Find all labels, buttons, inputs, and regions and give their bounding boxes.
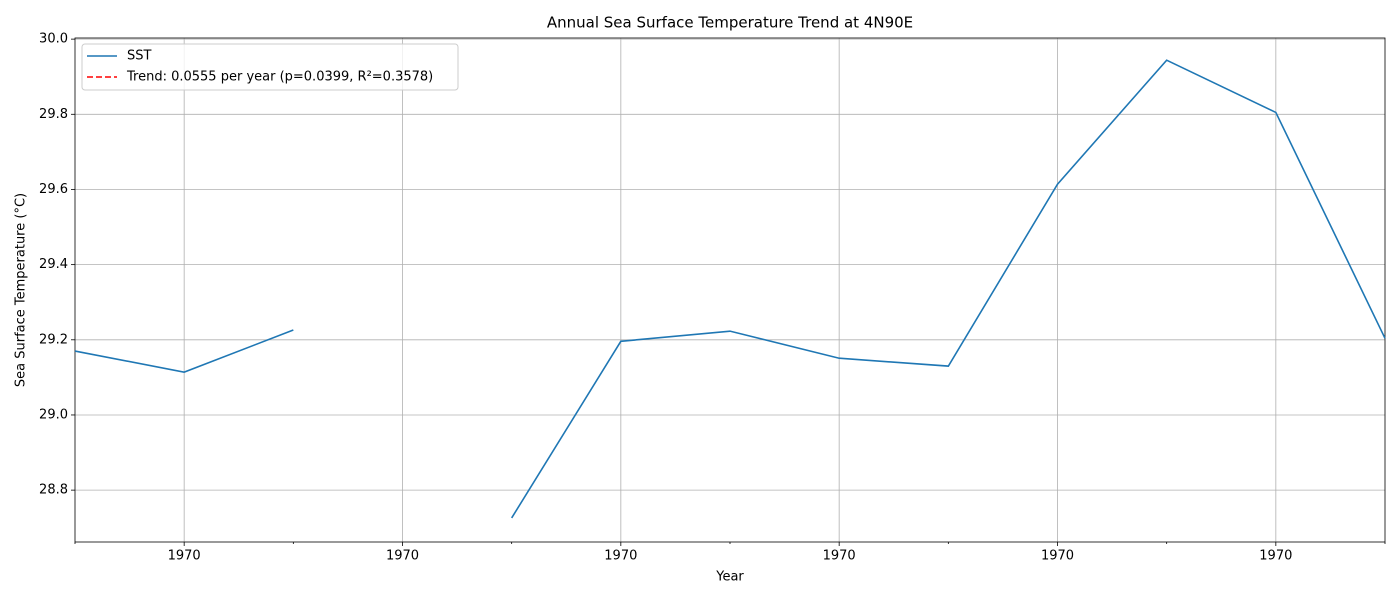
y-tick-label: 29.4: [39, 257, 68, 272]
legend-label: SST: [127, 49, 152, 64]
plot-frame: [74, 37, 1386, 543]
legend-box: [81, 43, 459, 91]
series-line: [74, 329, 294, 373]
legend-label: Trend: 0.0555 per year (p=0.0399, R²=0.3…: [126, 70, 433, 85]
y-tick-label: 29.2: [39, 332, 68, 347]
x-tick-label: 1970: [823, 549, 856, 564]
x-axis-label: Year: [715, 570, 744, 585]
chart-title: Annual Sea Surface Temperature Trend at …: [547, 14, 913, 32]
series-line: [510, 59, 1386, 519]
y-tick-label: 29.6: [39, 182, 68, 197]
y-tick-label: 29.0: [39, 407, 68, 422]
x-tick-label: 1970: [1259, 549, 1292, 564]
x-tick-label: 1970: [168, 549, 201, 564]
y-tick-label: 30.0: [39, 32, 68, 47]
x-tick-label: 1970: [604, 549, 637, 564]
y-tick-label: 28.8: [39, 483, 68, 498]
x-tick-label: 1970: [1041, 549, 1074, 564]
x-tick-label: 1970: [386, 549, 419, 564]
y-tick-label: 29.8: [39, 107, 68, 122]
y-axis-label: Sea Surface Temperature (°C): [14, 193, 29, 387]
